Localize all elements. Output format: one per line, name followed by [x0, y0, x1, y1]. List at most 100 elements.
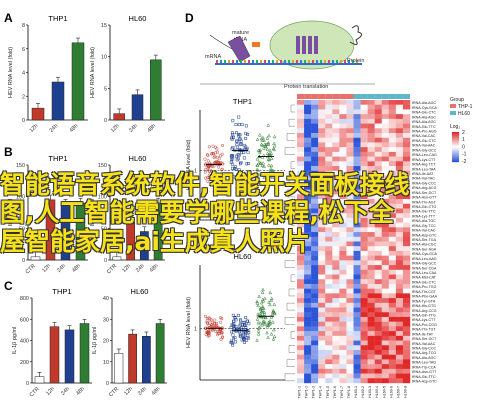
heatmap-cell — [332, 312, 340, 318]
group-bar-cell — [332, 94, 340, 99]
heatmap-cell — [360, 184, 368, 190]
heatmap-cell — [374, 194, 382, 200]
heatmap-cell — [325, 208, 333, 214]
heatmap-cell — [311, 312, 319, 318]
data-point — [217, 165, 221, 169]
heatmap-cell — [311, 274, 319, 280]
heatmap-cell — [381, 222, 390, 228]
heatmap-cell — [297, 128, 305, 134]
heatmap: tRNA-Ala-AGCtRNA-Cys-GCAtRNA-Glu-CTCtRNA… — [284, 94, 473, 398]
gene-label: tRNA-Trp-CCA — [412, 365, 436, 369]
data-point — [271, 146, 276, 150]
nucleotide — [316, 60, 318, 63]
heatmap-cell — [388, 321, 397, 327]
heatmap-cell — [318, 326, 326, 332]
data-point — [267, 163, 271, 167]
bar-CTR — [114, 353, 124, 384]
heatmap-cell — [311, 236, 319, 242]
data-point — [234, 340, 237, 344]
heatmap-cell — [339, 373, 347, 379]
gene-label: tRNA-Met-CAT — [412, 276, 437, 280]
heatmap-cell — [311, 175, 319, 181]
heatmap-cell — [339, 156, 347, 162]
y-tick-label: 20 — [103, 339, 109, 345]
y-tick-label: 100 — [16, 195, 25, 201]
heatmap-cell — [402, 316, 411, 322]
heatmap-cell — [297, 118, 305, 124]
heatmap-cell — [304, 109, 312, 115]
dendrogram-branch — [286, 359, 295, 367]
heatmap-cell — [311, 316, 319, 322]
heatmap-cell — [381, 109, 390, 115]
chart-title: THP1 — [233, 97, 252, 106]
heatmap-cell — [304, 151, 312, 157]
x-tick-label: 48h — [69, 123, 80, 134]
heatmap-cell — [346, 199, 354, 204]
heatmap-cell — [304, 133, 312, 138]
heatmap-cell — [332, 345, 340, 351]
heatmap-cell — [381, 340, 390, 346]
heatmap-cell — [381, 312, 390, 318]
data-point — [216, 150, 220, 154]
heatmap-cell — [311, 269, 319, 275]
heatmap-cell — [388, 114, 397, 120]
trna-molecule-icon — [227, 35, 251, 63]
heatmap-cell — [395, 156, 404, 162]
heatmap-cell — [374, 133, 382, 138]
dendrogram-branch — [288, 175, 295, 183]
nucleotide — [340, 60, 342, 63]
dendrogram-branch — [288, 288, 295, 297]
group-bar-cell — [325, 94, 333, 99]
color-scale-step — [452, 136, 459, 138]
color-scale-title: Log₂ — [450, 124, 460, 130]
heatmap-cell — [402, 232, 411, 237]
heatmap-cell — [395, 345, 404, 351]
heatmap-cell — [381, 175, 390, 181]
heatmap-cell — [353, 269, 361, 275]
data-point — [239, 139, 243, 143]
heatmap-cell — [297, 326, 305, 332]
nucleotide — [288, 60, 290, 63]
color-scale-step — [452, 154, 459, 156]
heatmap-cell — [325, 133, 333, 138]
data-point — [265, 330, 269, 335]
heatmap-cell — [346, 232, 354, 237]
data-point — [257, 160, 261, 164]
dendrogram-branch — [286, 302, 295, 311]
heatmap-cell — [402, 335, 411, 341]
heatmap-cell — [318, 184, 326, 190]
heatmap-cell — [318, 170, 326, 176]
heatmap-cell — [353, 283, 361, 289]
legend-swatch — [450, 111, 456, 115]
heatmap-cell — [353, 241, 361, 247]
data-point — [219, 320, 223, 324]
heatmap-cell — [325, 269, 333, 275]
gene-label: tRNA-Leu-TAG — [412, 361, 436, 365]
heatmap-cell — [395, 213, 404, 219]
heatmap-cell — [381, 307, 390, 313]
heatmap-cell — [311, 373, 319, 379]
data-point — [245, 162, 249, 166]
heatmap-cell — [402, 274, 411, 280]
panel-letter-b: B — [4, 145, 13, 159]
heatmap-cell — [318, 241, 326, 247]
heatmap-cell — [374, 283, 382, 289]
data-point — [204, 333, 208, 337]
data-point — [207, 326, 211, 330]
color-scale-step — [452, 145, 459, 147]
heatmap-cell — [353, 147, 361, 153]
color-scale-step — [452, 141, 459, 143]
gene-label: tRNA-Leu-TAA — [412, 167, 436, 171]
heatmap-cell — [367, 104, 375, 110]
heatmap-cell — [367, 161, 375, 167]
heatmap-cell — [297, 345, 305, 351]
data-point — [220, 162, 225, 166]
heatmap-cell — [297, 109, 305, 115]
heatmap-cell — [402, 133, 411, 138]
heatmap-cell — [332, 359, 340, 365]
heatmap-cell — [304, 180, 312, 186]
heatmap-cell — [353, 109, 361, 115]
heatmap-cell — [346, 255, 354, 261]
heatmap-cell — [304, 246, 312, 252]
data-point — [261, 135, 265, 140]
